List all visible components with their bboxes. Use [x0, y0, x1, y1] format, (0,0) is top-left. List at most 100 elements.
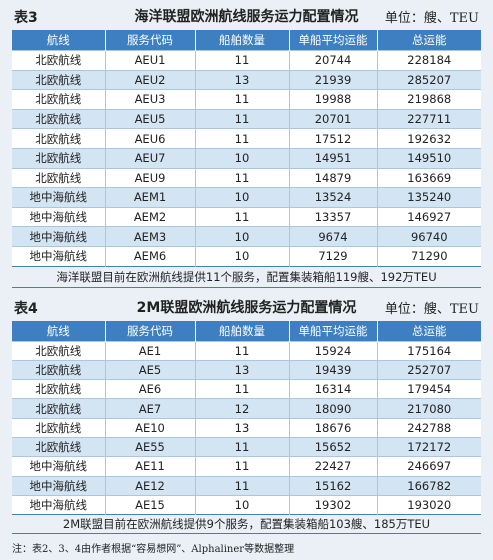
- cell: 11: [195, 108, 290, 129]
- cell: AE10: [105, 417, 196, 438]
- cell: 71290: [377, 245, 481, 267]
- cell: 北欧航线: [12, 340, 106, 361]
- cell: 11: [195, 475, 290, 496]
- data-row: 北欧航线 AE55 11 15652 172172: [12, 437, 481, 457]
- footer-row: 海洋联盟目前在欧洲航线提供11个服务，配置集装箱船119艘、192万TEU: [12, 265, 481, 288]
- cell: 地中海航线: [12, 475, 106, 496]
- header-row: 航线 服务代码 船舶数量 单船平均运能 总运能: [12, 320, 481, 342]
- cell: 11: [195, 379, 290, 399]
- header-cell: 单船平均运能: [289, 30, 378, 51]
- header-cell: 航线: [12, 30, 106, 51]
- cell: 7129: [289, 245, 378, 267]
- cell: AE15: [105, 494, 196, 515]
- cell: 地中海航线: [12, 494, 106, 515]
- header-cell: 船舶数量: [195, 320, 290, 342]
- cell: 172172: [377, 437, 481, 457]
- header-row: 航线 服务代码 船舶数量 单船平均运能 总运能: [12, 30, 481, 51]
- table-block: 表4 2M联盟欧洲航线服务运力配置情况 单位：艘、TEU 航线 服务代码 船舶数量 单船平均…: [12, 291, 481, 535]
- cell: 地中海航线: [12, 187, 106, 208]
- table-block: 表3 海洋联盟欧洲航线服务运力配置情况 单位：艘、TEU 航线 服务代码 船舶数量 单船平均…: [12, 0, 481, 288]
- footer-cell: 2M联盟目前在欧洲航线提供9个服务，配置集装箱船103艘、185万TEU: [12, 514, 481, 535]
- cell: AEM6: [105, 245, 196, 267]
- cell: AE5: [105, 359, 196, 380]
- cell: 14879: [289, 167, 378, 188]
- cell: AEM1: [105, 187, 196, 208]
- cell: AEU5: [105, 108, 196, 129]
- unit-label: 单位：艘、TEU: [384, 301, 479, 317]
- cell: 19439: [289, 359, 378, 380]
- cell: 14951: [289, 147, 378, 169]
- cell: 163669: [377, 167, 481, 188]
- cell: 9674: [289, 226, 378, 247]
- cell: 16314: [289, 379, 378, 399]
- cell: 北欧航线: [12, 69, 106, 90]
- cell: 242788: [377, 417, 481, 438]
- cell: 13: [195, 69, 290, 90]
- cell: 166782: [377, 475, 481, 496]
- cell: 17512: [289, 128, 378, 149]
- data-row: 北欧航线 AEU3 11 19988 219868: [12, 89, 481, 110]
- cell: 20744: [289, 50, 378, 71]
- cell: 11: [195, 437, 290, 457]
- cell: 11: [195, 167, 290, 188]
- cell: 217080: [377, 398, 481, 419]
- header-cell: 总运能: [377, 30, 481, 51]
- cell: 246697: [377, 456, 481, 477]
- cell: 149510: [377, 147, 481, 169]
- footer-row: 2M联盟目前在欧洲航线提供9个服务，配置集装箱船103艘、185万TEU: [12, 514, 481, 535]
- header-cell: 船舶数量: [195, 30, 290, 51]
- cell: 228184: [377, 50, 481, 71]
- cell: 20701: [289, 108, 378, 129]
- cell: 219868: [377, 89, 481, 110]
- cell: 19302: [289, 494, 378, 515]
- data-row: 北欧航线 AEU2 13 21939 285207: [12, 69, 481, 90]
- cell: 地中海航线: [12, 456, 106, 477]
- cell: AEM2: [105, 206, 196, 227]
- data-row: 北欧航线 AEU5 11 20701 227711: [12, 108, 481, 129]
- cell: 北欧航线: [12, 379, 106, 399]
- cell: 13: [195, 359, 290, 380]
- cell: AEU6: [105, 128, 196, 149]
- cell: 10: [195, 147, 290, 169]
- cell: 北欧航线: [12, 108, 106, 129]
- data-row: 北欧航线 AE7 12 18090 217080: [12, 398, 481, 419]
- table-label: 表3: [14, 10, 38, 26]
- cell: 13: [195, 417, 290, 438]
- cell: AE55: [105, 437, 196, 457]
- cell: 15652: [289, 437, 378, 457]
- cell: 252707: [377, 359, 481, 380]
- cell: 22427: [289, 456, 378, 477]
- cell: AE6: [105, 379, 196, 399]
- cell: 北欧航线: [12, 398, 106, 419]
- header-cell: 服务代码: [105, 320, 196, 342]
- cell: 11: [195, 456, 290, 477]
- cell: 192632: [377, 128, 481, 149]
- data-row: 地中海航线 AEM6 10 7129 71290: [12, 245, 481, 267]
- data-row: 北欧航线 AEU1 11 20744 228184: [12, 50, 481, 71]
- data-row: 北欧航线 AE6 11 16314 179454: [12, 379, 481, 399]
- data-row: 北欧航线 AE5 13 19439 252707: [12, 359, 481, 380]
- cell: 227711: [377, 108, 481, 129]
- cell: 10: [195, 187, 290, 208]
- cell: 285207: [377, 69, 481, 90]
- data-row: 地中海航线 AEM3 10 9674 96740: [12, 226, 481, 247]
- unit-label: 单位：艘、TEU: [384, 11, 479, 26]
- data-row: 地中海航线 AE11 11 22427 246697: [12, 456, 481, 477]
- data-table: 航线 服务代码 船舶数量 单船平均运能 总运能 北欧航线 AEU1 11 20744 228184…: [12, 30, 481, 288]
- data-row: 地中海航线 AE12 11 15162 166782: [12, 475, 481, 496]
- title-bar: 表3 海洋联盟欧洲航线服务运力配置情况 单位：艘、TEU: [12, 0, 481, 30]
- data-row: 北欧航线 AE1 11 15924 175164: [12, 340, 481, 361]
- data-row: 北欧航线 AE10 13 18676 242788: [12, 417, 481, 438]
- cell: 10: [195, 494, 290, 515]
- cell: 北欧航线: [12, 50, 106, 71]
- cell: 10: [195, 226, 290, 247]
- cell: AE1: [105, 340, 196, 361]
- cell: 175164: [377, 340, 481, 361]
- cell: 135240: [377, 187, 481, 208]
- table-label: 表4: [14, 300, 38, 317]
- cell: 15924: [289, 340, 378, 361]
- cell: 193020: [377, 494, 481, 515]
- cell: 地中海航线: [12, 206, 106, 227]
- header-cell: 总运能: [377, 320, 481, 342]
- cell: 北欧航线: [12, 437, 106, 457]
